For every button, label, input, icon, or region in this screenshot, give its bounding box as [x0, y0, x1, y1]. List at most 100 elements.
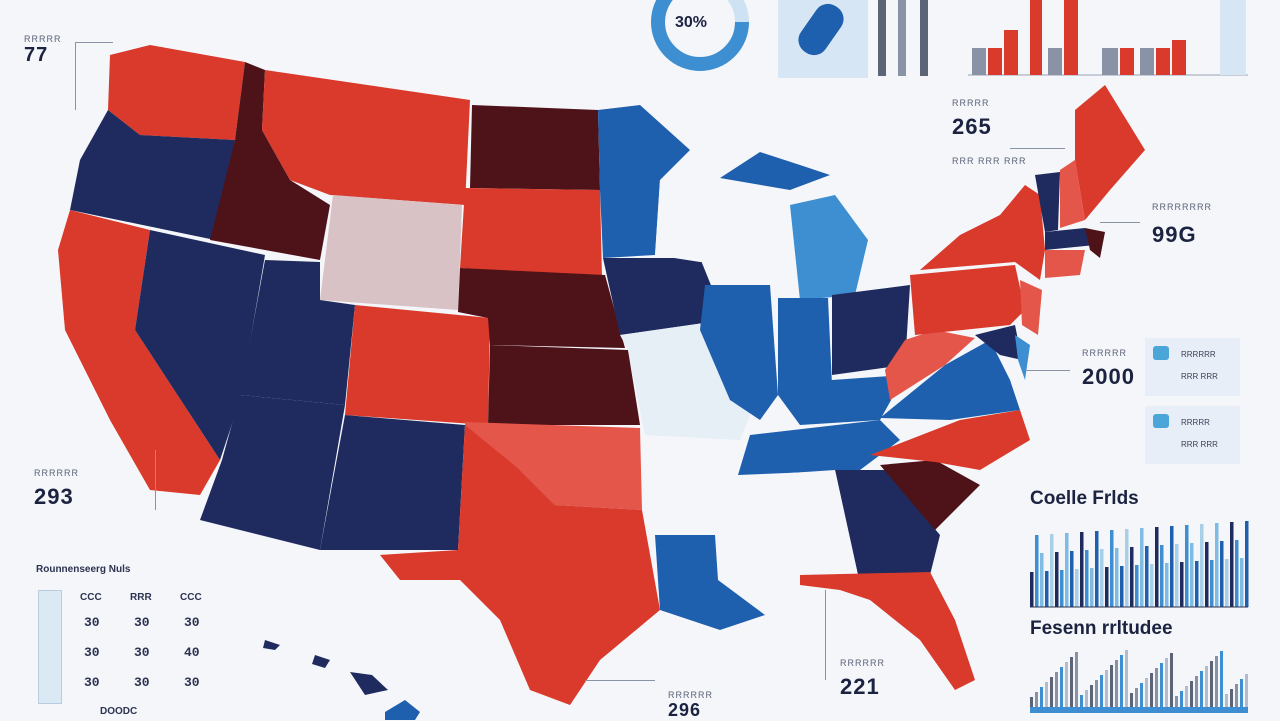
state-michigan-upper[interactable]	[720, 152, 830, 190]
column-bar	[1235, 684, 1238, 707]
state-georgia[interactable]	[835, 470, 940, 575]
alaska-hint[interactable]	[385, 700, 420, 720]
state-nebraska[interactable]	[458, 268, 625, 348]
column-bar	[1120, 566, 1124, 607]
state-connecticut[interactable]	[1045, 250, 1085, 278]
column-bar	[1235, 540, 1239, 607]
column-bar	[1215, 523, 1219, 607]
state-idaho[interactable]	[210, 62, 330, 260]
table-cell: 30	[184, 615, 200, 630]
state-north-carolina[interactable]	[870, 410, 1030, 470]
state-alabama[interactable]	[760, 470, 858, 580]
state-kentucky[interactable]	[778, 375, 905, 425]
state-west-virginia[interactable]	[885, 330, 975, 400]
column-bar	[1040, 553, 1044, 607]
state-wyoming[interactable]	[320, 195, 462, 310]
donut-ring	[651, 0, 749, 71]
table-footer: DOODC	[100, 706, 138, 717]
column-bar	[1065, 662, 1068, 707]
bar	[1156, 48, 1170, 75]
column-bar	[1115, 660, 1118, 707]
state-delaware[interactable]	[1015, 335, 1030, 380]
column-bar	[1240, 679, 1243, 707]
leader-line	[75, 42, 113, 43]
column-bar	[1090, 685, 1093, 707]
state-florida[interactable]	[800, 572, 975, 690]
bar	[1172, 40, 1186, 75]
state-kansas[interactable]	[488, 345, 640, 425]
column-bar	[1185, 525, 1189, 607]
state-massachusetts[interactable]	[1045, 228, 1095, 250]
state-montana[interactable]	[262, 70, 470, 205]
column-bar	[1140, 683, 1143, 707]
column-bar	[1045, 571, 1049, 607]
bar	[988, 48, 1002, 75]
column-bar	[1110, 530, 1114, 607]
state-colorado[interactable]	[345, 305, 490, 425]
state-ohio[interactable]	[832, 285, 910, 375]
legend-title: RRRRRR	[1181, 350, 1216, 359]
bar	[972, 48, 986, 75]
leader-line	[1025, 370, 1070, 371]
column-bar	[1060, 570, 1064, 607]
stat-value: 2000	[1082, 364, 1135, 389]
table-cell: 30	[134, 675, 150, 690]
column-bar	[1165, 658, 1168, 707]
state-new-hampshire[interactable]	[1060, 160, 1085, 228]
legend-title: RRRRR	[1181, 418, 1210, 427]
state-new-york[interactable]	[920, 185, 1045, 280]
state-virginia[interactable]	[880, 340, 1020, 420]
state-rhode-island[interactable]	[1085, 228, 1105, 258]
state-oklahoma[interactable]	[465, 422, 642, 510]
hawaii-island-3[interactable]	[350, 672, 388, 695]
stat-label: RRRRRRRR	[1152, 202, 1212, 212]
state-illinois[interactable]	[700, 285, 778, 420]
state-vermont[interactable]	[1035, 172, 1060, 232]
state-south-dakota[interactable]	[460, 188, 602, 278]
column-bar	[1075, 652, 1078, 707]
state-utah[interactable]	[240, 260, 355, 405]
state-nevada[interactable]	[135, 230, 265, 460]
column-bar	[1055, 672, 1058, 707]
state-louisiana[interactable]	[655, 535, 765, 630]
state-minnesota[interactable]	[598, 105, 690, 258]
state-texas[interactable]	[380, 425, 660, 705]
state-indiana[interactable]	[778, 298, 832, 395]
bar	[878, 0, 886, 76]
column-bar	[1070, 657, 1073, 707]
table-cell: 30	[184, 675, 200, 690]
state-iowa[interactable]	[603, 258, 725, 335]
hawaii-island-1[interactable]	[263, 640, 280, 650]
column-bar	[1045, 682, 1048, 707]
state-pennsylvania[interactable]	[910, 265, 1025, 335]
state-new-jersey[interactable]	[1020, 280, 1042, 335]
state-california[interactable]	[58, 210, 220, 495]
column-bar	[1035, 692, 1038, 707]
stat-label: RRRRR	[24, 34, 62, 44]
gauge-needle-icon	[792, 0, 850, 61]
column-bar	[1215, 656, 1218, 707]
state-maine[interactable]	[1075, 85, 1145, 220]
column-bar	[1155, 527, 1159, 607]
column-bar	[1150, 564, 1154, 607]
state-new-mexico[interactable]	[320, 415, 465, 550]
bar	[1004, 30, 1018, 75]
bar	[1120, 48, 1134, 75]
legend-swatch-icon	[1153, 414, 1169, 428]
column-bar	[1150, 673, 1153, 707]
state-north-dakota[interactable]	[470, 105, 600, 190]
state-oregon[interactable]	[70, 110, 235, 240]
column-bar	[1145, 546, 1149, 607]
state-south-carolina[interactable]	[880, 460, 980, 530]
column-bar	[1070, 551, 1074, 607]
state-maryland[interactable]	[975, 325, 1022, 360]
state-michigan-lower[interactable]	[790, 195, 868, 300]
state-wisconsin[interactable]	[655, 160, 770, 262]
column-bar	[1225, 694, 1228, 707]
column-bar	[1140, 528, 1144, 607]
state-tennessee[interactable]	[738, 420, 900, 475]
state-arizona[interactable]	[200, 395, 345, 550]
hawaii-island-2[interactable]	[312, 655, 330, 668]
state-washington[interactable]	[108, 45, 245, 140]
column-bar	[1130, 693, 1133, 707]
